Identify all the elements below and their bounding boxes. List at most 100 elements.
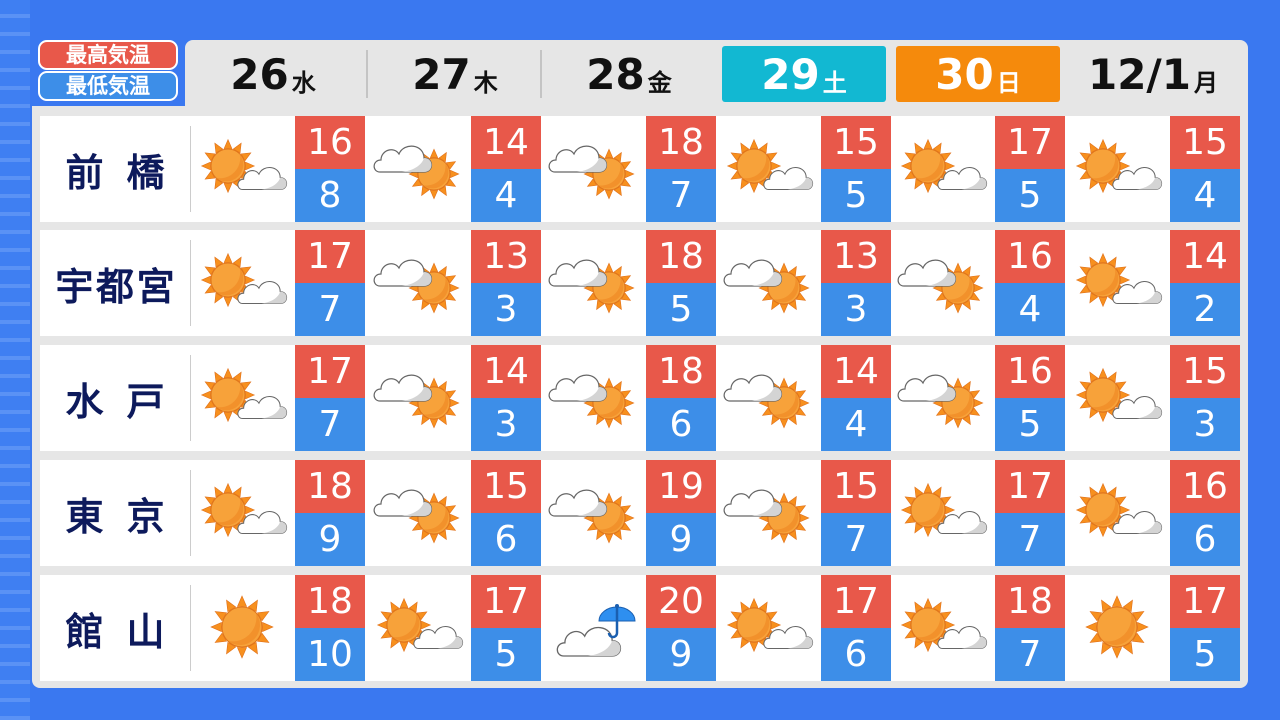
day-date: 28	[586, 49, 645, 99]
day-weekday: 月	[1194, 68, 1218, 97]
day-header[interactable]: 29 土	[722, 46, 886, 102]
sun-cloud-icon	[890, 116, 995, 222]
sun-cloud-icon	[890, 460, 995, 566]
city-name-char: 宮	[136, 264, 175, 309]
high-temp: 15	[471, 460, 541, 513]
cloud-sun-icon	[366, 460, 471, 566]
low-temp: 5	[995, 398, 1065, 451]
low-temp: 9	[646, 628, 716, 681]
high-temp: 15	[1170, 345, 1240, 398]
day-date: 29	[761, 49, 820, 99]
high-temp: 14	[1170, 230, 1240, 283]
low-temp: 5	[1170, 628, 1240, 681]
high-temp: 18	[646, 230, 716, 283]
forecast-cell: 15 7	[716, 460, 891, 566]
low-temp: 5	[471, 628, 541, 681]
forecast-cell: 15 4	[1065, 116, 1240, 222]
sun-cloud-icon	[716, 575, 821, 681]
city-name-char: 戸	[126, 379, 165, 424]
low-temp: 3	[471, 283, 541, 336]
high-temp: 16	[995, 230, 1065, 283]
cloud-sun-icon	[716, 345, 821, 451]
sun-cloud-icon	[190, 230, 295, 336]
high-temp: 15	[821, 116, 891, 169]
cloud-sun-icon	[716, 460, 821, 566]
high-temp: 14	[471, 116, 541, 169]
cloud-sun-icon	[366, 345, 471, 451]
day-header[interactable]: 28 金	[541, 46, 717, 102]
forecast-cell: 17 7	[190, 345, 365, 451]
forecast-table: 前橋 16 8 14 4 18 7 15 5 17 5 15 4 宇都宮 17 7 13 3 18 5 13 3 16 4 14…	[32, 106, 1248, 688]
low-temp: 7	[821, 513, 891, 566]
cloud-umbrella-icon	[541, 575, 646, 681]
cloud-sun-icon	[541, 116, 646, 222]
low-temp: 8	[295, 169, 365, 222]
forecast-cell: 18 7	[890, 575, 1065, 681]
day-weekday: 水	[291, 68, 316, 97]
day-header[interactable]: 27 木	[367, 46, 543, 102]
low-temp: 4	[821, 398, 891, 451]
day-header[interactable]: 26 水	[185, 46, 361, 102]
forecast-cell: 19 9	[541, 460, 716, 566]
cloud-sun-icon	[890, 345, 995, 451]
low-temp: 4	[471, 169, 541, 222]
forecast-cell: 18 7	[541, 116, 716, 222]
forecast-cell: 18 10	[190, 575, 365, 681]
high-temp: 16	[995, 345, 1065, 398]
high-temp: 16	[1170, 460, 1240, 513]
cloud-sun-icon	[366, 230, 471, 336]
cloud-sun-icon	[541, 345, 646, 451]
city-row: 前橋 16 8 14 4 18 7 15 5 17 5 15 4	[40, 116, 1240, 222]
city-name: 水戸	[40, 345, 190, 451]
city-row: 水戸 17 7 14 3 18 6 14 4 16 5 15 3	[40, 345, 1240, 451]
forecast-cell: 14 3	[366, 345, 541, 451]
sun-cloud-icon	[1065, 460, 1170, 566]
day-header[interactable]: 12/1 月	[1065, 46, 1241, 102]
day-weekday: 金	[647, 68, 672, 97]
city-name-char: 前	[65, 150, 104, 195]
high-temp: 18	[646, 345, 716, 398]
high-temp: 19	[646, 460, 716, 513]
forecast-cell: 14 4	[716, 345, 891, 451]
sun-cloud-icon	[716, 116, 821, 222]
sun-cloud-icon	[190, 460, 295, 566]
forecast-cell: 15 5	[716, 116, 891, 222]
city-name-char: 水	[65, 379, 104, 424]
legend: 最高気温 最低気温	[38, 40, 178, 102]
low-temp: 6	[646, 398, 716, 451]
city-name-char: 館	[65, 609, 104, 654]
cloud-sun-icon	[541, 460, 646, 566]
low-temp: 3	[1170, 398, 1240, 451]
sun-cloud-icon	[1065, 116, 1170, 222]
day-header[interactable]: 30 日	[896, 46, 1060, 102]
sun-icon	[1065, 575, 1170, 681]
high-temp: 13	[471, 230, 541, 283]
city-name-char: 橋	[126, 150, 165, 195]
day-date: 12/1	[1087, 49, 1191, 99]
sun-cloud-icon	[366, 575, 471, 681]
high-temp: 14	[821, 345, 891, 398]
city-name: 前橋	[40, 116, 190, 222]
forecast-cell: 13 3	[716, 230, 891, 336]
forecast-cell: 13 3	[366, 230, 541, 336]
city-row: 東京 18 9 15 6 19 9 15 7 17 7 16 6	[40, 460, 1240, 566]
low-temp: 4	[1170, 169, 1240, 222]
sun-cloud-icon	[190, 116, 295, 222]
city-name-char: 東	[65, 494, 104, 539]
day-date: 30	[935, 49, 994, 99]
cloud-sun-icon	[716, 230, 821, 336]
day-weekday: 木	[473, 68, 498, 97]
low-temp: 7	[295, 398, 365, 451]
low-temp: 7	[646, 169, 716, 222]
cloud-sun-icon	[541, 230, 646, 336]
forecast-cell: 16 4	[890, 230, 1065, 336]
sun-cloud-icon	[890, 575, 995, 681]
city-name: 宇都宮	[40, 230, 190, 336]
city-name-char: 都	[95, 264, 134, 309]
low-temp: 7	[995, 513, 1065, 566]
high-temp: 16	[295, 116, 365, 169]
high-temp: 13	[821, 230, 891, 283]
sun-cloud-icon	[1065, 345, 1170, 451]
forecast-cell: 17 5	[890, 116, 1065, 222]
legend-low-temp: 最低気温	[38, 71, 178, 101]
